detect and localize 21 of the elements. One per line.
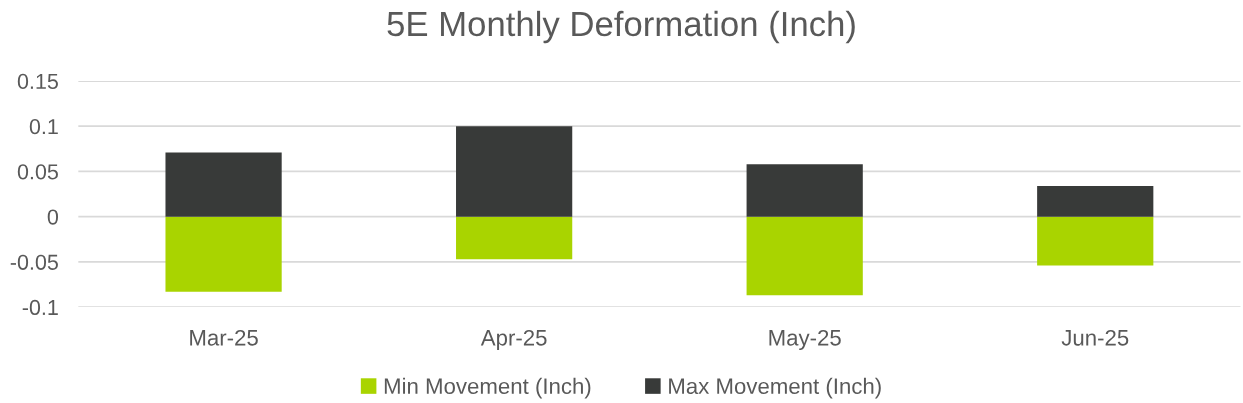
bar bbox=[165, 152, 282, 217]
y-tick-label: -0.1 bbox=[22, 299, 58, 316]
y-tick-label: -0.05 bbox=[10, 254, 58, 270]
x-tick-label: Apr-25 bbox=[480, 329, 547, 351]
bar bbox=[1037, 185, 1154, 217]
x-tick-label: Mar-25 bbox=[190, 329, 258, 346]
bar bbox=[165, 216, 282, 292]
legend-label: Max Movement (Inch) bbox=[669, 377, 881, 399]
x-tick-label: Jun-25 bbox=[1061, 329, 1129, 346]
x-tick-label: May-25 bbox=[769, 329, 841, 351]
bar bbox=[746, 216, 863, 296]
bar bbox=[746, 164, 863, 217]
y-tick-label: 0 bbox=[47, 209, 59, 225]
chart-title: 5E Monthly Deformation (Inch) bbox=[387, 10, 855, 44]
bar bbox=[456, 126, 573, 217]
y-tick-label: 0.05 bbox=[17, 164, 58, 180]
y-tick-label: 0.15 bbox=[17, 73, 58, 90]
legend-label: Min Movement (Inch) bbox=[384, 377, 591, 399]
bar bbox=[456, 216, 573, 260]
bar bbox=[1037, 216, 1154, 266]
y-tick-label: 0.1 bbox=[29, 118, 58, 135]
